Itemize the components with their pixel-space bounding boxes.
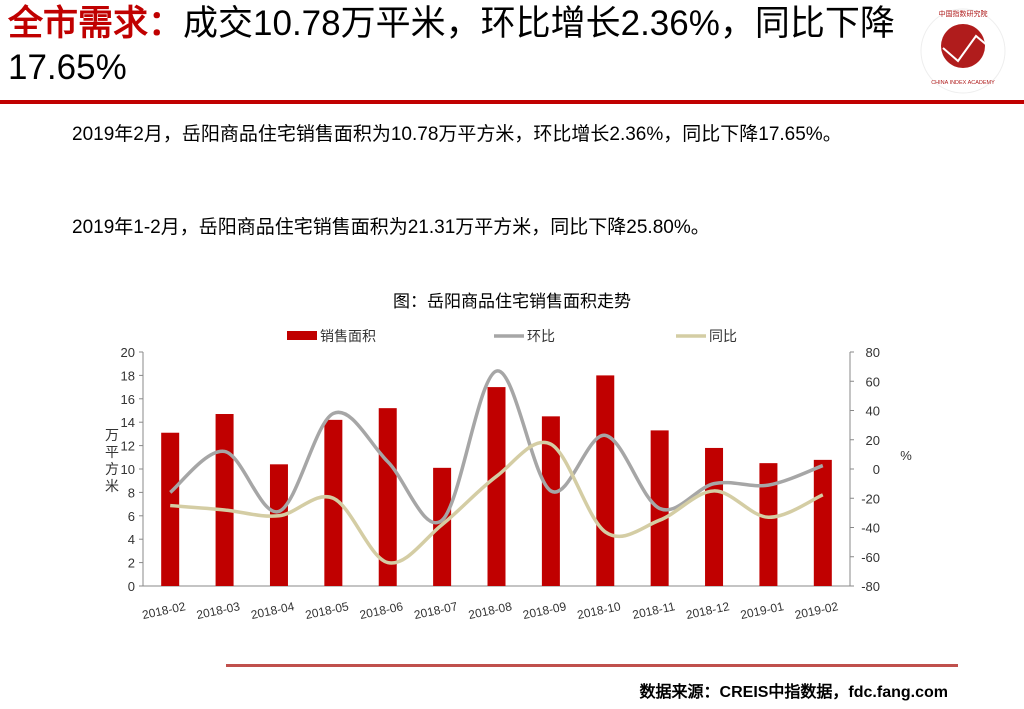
x-tick-label: 2018-09	[522, 599, 568, 622]
x-tick-label: 2018-10	[576, 599, 622, 622]
right-tick-label: 80	[866, 345, 880, 360]
x-tick-label: 2018-02	[141, 599, 187, 622]
bar-2018-05	[324, 419, 343, 586]
right-tick-label: 0	[873, 462, 880, 477]
bar-2018-06	[378, 408, 397, 586]
bar-2018-12	[705, 447, 724, 586]
bar-2018-03	[215, 414, 234, 586]
legend-label: 销售面积	[320, 328, 376, 344]
left-tick-label: 4	[128, 532, 135, 547]
right-tick-label: -80	[861, 579, 880, 594]
line-环比	[169, 369, 824, 525]
bar-2019-02	[813, 459, 832, 586]
summary-paragraph-1: 2019年2月，岳阳商品住宅销售面积为10.78万平方米，环比增长2.36%，同…	[72, 124, 842, 145]
left-tick-label: 0	[128, 579, 135, 594]
x-tick-label: 2019-01	[739, 599, 785, 622]
bar-2018-02	[161, 432, 180, 586]
data-source: 数据来源：CREIS中指数据，fdc.fang.com	[639, 684, 948, 701]
x-tick-label: 2018-08	[467, 599, 513, 622]
bar-2019-01	[759, 463, 778, 586]
right-tick-label: -40	[861, 521, 880, 536]
y-axis-label-char: 平	[105, 444, 119, 460]
x-tick-label: 2018-07	[413, 599, 459, 622]
bar-2018-04	[269, 464, 288, 586]
x-tick-label: 2019-02	[793, 599, 839, 622]
y-axis-label-char: 方	[105, 461, 119, 477]
x-tick-label: 2018-03	[195, 599, 241, 622]
x-tick-label: 2018-05	[304, 599, 350, 622]
x-tick-label: 2018-04	[250, 599, 296, 622]
left-tick-label: 10	[121, 462, 135, 477]
chart-title: 图：岳阳商品住宅销售面积走势	[393, 292, 631, 311]
header-divider	[0, 100, 1024, 104]
left-tick-label: 6	[128, 509, 135, 524]
right-tick-label: -20	[861, 491, 880, 506]
left-tick-label: 12	[121, 439, 135, 454]
right-tick-label: 40	[866, 404, 880, 419]
left-tick-label: 16	[121, 392, 135, 407]
left-tick-label: 14	[121, 415, 135, 430]
right-tick-label: 20	[866, 433, 880, 448]
legend-label: 同比	[709, 328, 737, 344]
line-同比	[170, 440, 824, 565]
x-tick-label: 2018-06	[358, 599, 404, 622]
left-tick-label: 2	[128, 556, 135, 571]
legend-label: 环比	[527, 328, 555, 344]
y-axis-label-char: 米	[105, 478, 119, 494]
x-tick-label: 2018-12	[685, 599, 731, 622]
summary-paragraph-2: 2019年1-2月，岳阳商品住宅销售面积为21.31万平方米，同比下降25.80…	[72, 217, 710, 238]
left-tick-label: 20	[121, 345, 135, 360]
legend-swatch-bar	[287, 331, 317, 340]
logo-ring-text: 中国指数研究院	[939, 9, 988, 18]
svg-text:CHINA INDEX ACADEMY: CHINA INDEX ACADEMY	[931, 80, 995, 86]
bar-2018-07	[433, 467, 452, 586]
footer-divider	[226, 664, 958, 667]
left-tick-label: 8	[128, 485, 135, 500]
left-tick-label: 18	[121, 368, 135, 383]
right-tick-label: -60	[861, 550, 880, 565]
bar-2018-08	[487, 387, 506, 586]
bar-2018-09	[541, 416, 560, 586]
y2-axis-label: %	[900, 448, 912, 463]
right-tick-label: 60	[866, 374, 880, 389]
title-text: 成交10.78万平米，环比增长2.36%，同比下降17.65%	[8, 4, 895, 87]
y-axis-label-char: 万	[105, 427, 119, 443]
x-tick-label: 2018-11	[631, 599, 676, 622]
china-index-academy-logo: 中国指数研究院 CHINA INDEX ACADEMY	[920, 8, 1006, 94]
page-title: 全市需求：成交10.78万平米，环比增长2.36%，同比下降17.65%	[8, 2, 908, 90]
title-highlight: 全市需求：	[8, 4, 184, 43]
bar-2018-10	[596, 375, 615, 586]
